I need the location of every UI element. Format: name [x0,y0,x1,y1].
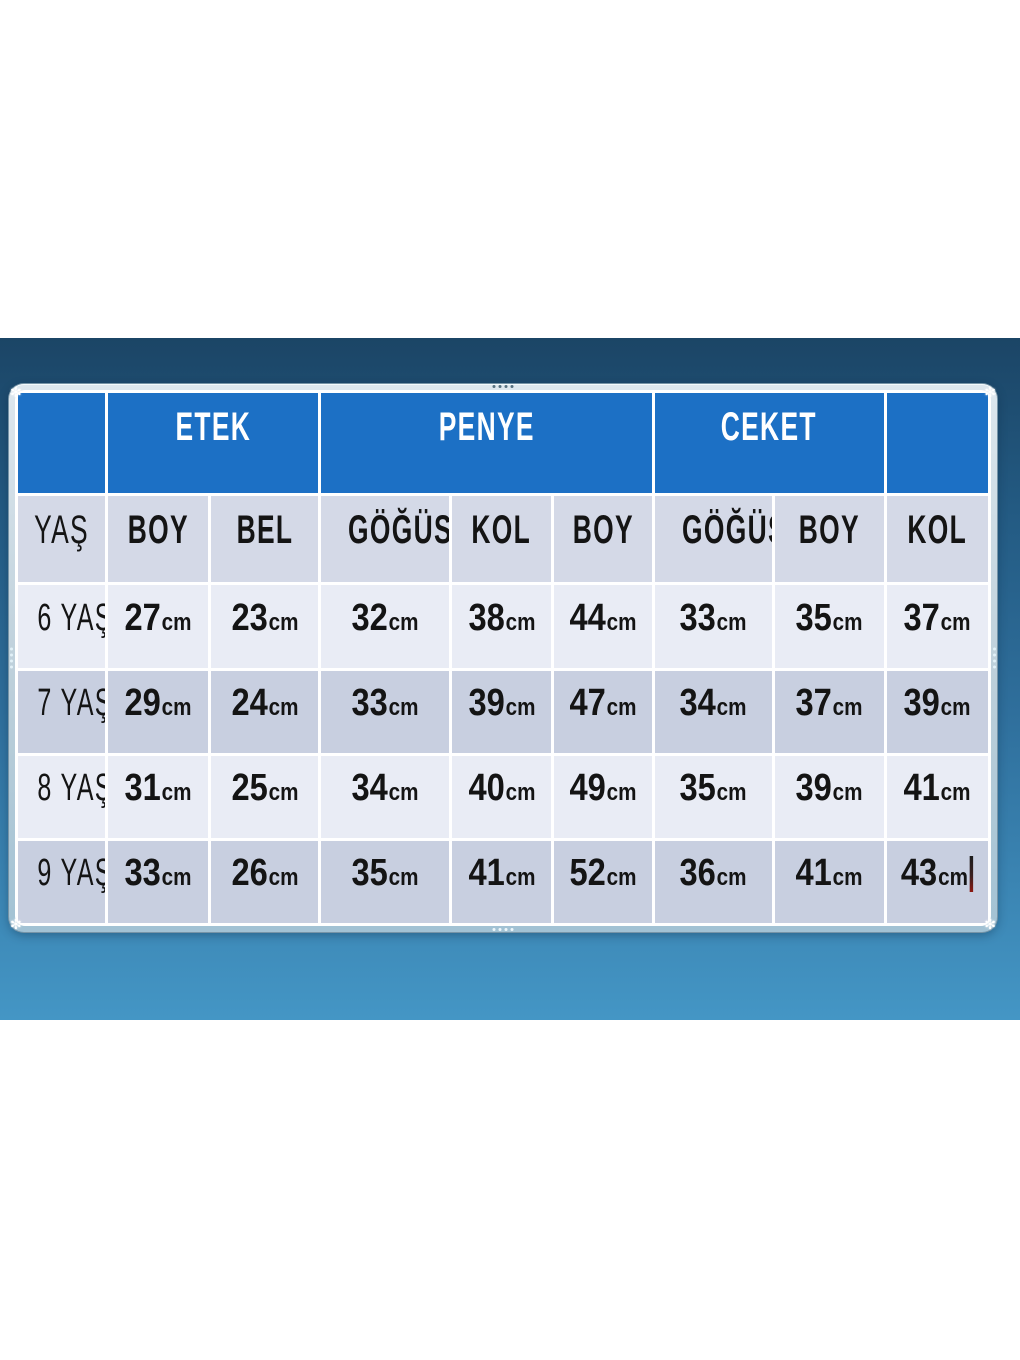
sparkle-icon: ✻ [984,384,996,400]
size-cell[interactable]: 25cm [211,755,319,838]
group-header-etek-label: ETEK [175,405,251,449]
group-header-empty-right[interactable] [886,393,988,494]
size-cell[interactable]: 29cm [108,670,209,753]
column-header-penye-gogus[interactable]: GÖĞÜS [321,496,449,583]
column-header-yas[interactable]: YAŞ [18,496,106,583]
group-header-ceket[interactable]: CEKET [654,393,884,494]
table-row-9yas: 9 YAŞ 33cm 26cm 35cm 41cm 52cm 36cm 41cm… [18,840,988,923]
text-cursor [970,856,974,893]
size-cell-active[interactable]: 43cm [886,840,988,923]
size-cell[interactable]: 26cm [211,840,319,923]
size-cell[interactable]: 33cm [321,670,449,753]
drag-handle-top[interactable] [492,385,514,388]
group-header-etek[interactable]: ETEK [108,393,319,494]
size-cell[interactable]: 40cm [451,755,552,838]
size-cell[interactable]: 37cm [886,585,988,668]
size-cell[interactable]: 34cm [321,755,449,838]
group-header-row: ETEK PENYE CEKET [18,393,988,494]
sparkle-icon: ✻ [10,384,22,400]
table-row-8yas: 8 YAŞ 31cm 25cm 34cm 40cm 49cm 35cm 39cm… [18,755,988,838]
drag-handle-right[interactable] [993,647,996,669]
size-cell[interactable]: 33cm [108,840,209,923]
size-cell[interactable]: 31cm [108,755,209,838]
size-cell[interactable]: 44cm [554,585,652,668]
size-cell[interactable]: 35cm [774,585,884,668]
size-cell[interactable]: 33cm [654,585,772,668]
table-row-6yas: 6 YAŞ 27cm 23cm 32cm 38cm 44cm 33cm 35cm… [18,585,988,668]
size-cell[interactable]: 35cm [321,840,449,923]
size-cell[interactable]: 24cm [211,670,319,753]
sparkle-icon: ✻ [984,916,996,932]
size-cell[interactable]: 39cm [451,670,552,753]
size-cell[interactable]: 39cm [774,755,884,838]
column-header-ceket-kol[interactable]: KOL [886,496,988,583]
row-label-8yas[interactable]: 8 YAŞ [18,755,106,838]
size-cell[interactable]: 36cm [654,840,772,923]
drag-handle-bottom[interactable] [492,928,514,931]
size-cell[interactable]: 32cm [321,585,449,668]
column-header-row: YAŞ BOY BEL GÖĞÜS KOL BOY GÖĞÜS BOY KOL [18,496,988,583]
row-label-9yas[interactable]: 9 YAŞ [18,840,106,923]
column-header-etek-bel[interactable]: BEL [211,496,319,583]
size-chart-panel: ETEK PENYE CEKET YAŞ BOY BEL GÖĞÜS KOL B… [9,384,997,932]
size-cell[interactable]: 41cm [451,840,552,923]
size-cell[interactable]: 35cm [654,755,772,838]
group-header-empty-left[interactable] [18,393,106,494]
size-cell[interactable]: 34cm [654,670,772,753]
row-label-7yas[interactable]: 7 YAŞ [18,670,106,753]
row-label-6yas[interactable]: 6 YAŞ [18,585,106,668]
column-header-penye-boy[interactable]: BOY [554,496,652,583]
sparkle-icon: ✻ [10,916,22,932]
size-cell[interactable]: 23cm [211,585,319,668]
size-cell[interactable]: 38cm [451,585,552,668]
size-cell[interactable]: 37cm [774,670,884,753]
size-cell[interactable]: 49cm [554,755,652,838]
column-header-ceket-boy[interactable]: BOY [774,496,884,583]
size-cell[interactable]: 47cm [554,670,652,753]
group-header-penye-label: PENYE [438,405,535,449]
size-chart-table: ETEK PENYE CEKET YAŞ BOY BEL GÖĞÜS KOL B… [15,390,991,926]
drag-handle-left[interactable] [10,647,13,669]
size-cell[interactable]: 27cm [108,585,209,668]
table-row-7yas: 7 YAŞ 29cm 24cm 33cm 39cm 47cm 34cm 37cm… [18,670,988,753]
column-header-penye-kol[interactable]: KOL [451,496,552,583]
size-cell[interactable]: 41cm [774,840,884,923]
group-header-ceket-label: CEKET [721,405,818,449]
size-cell[interactable]: 52cm [554,840,652,923]
group-header-penye[interactable]: PENYE [321,393,652,494]
column-header-etek-boy[interactable]: BOY [108,496,209,583]
size-cell[interactable]: 39cm [886,670,988,753]
size-cell[interactable]: 41cm [886,755,988,838]
size-chart-panel-inner: ETEK PENYE CEKET YAŞ BOY BEL GÖĞÜS KOL B… [15,390,991,926]
column-header-ceket-gogus[interactable]: GÖĞÜS [654,496,772,583]
